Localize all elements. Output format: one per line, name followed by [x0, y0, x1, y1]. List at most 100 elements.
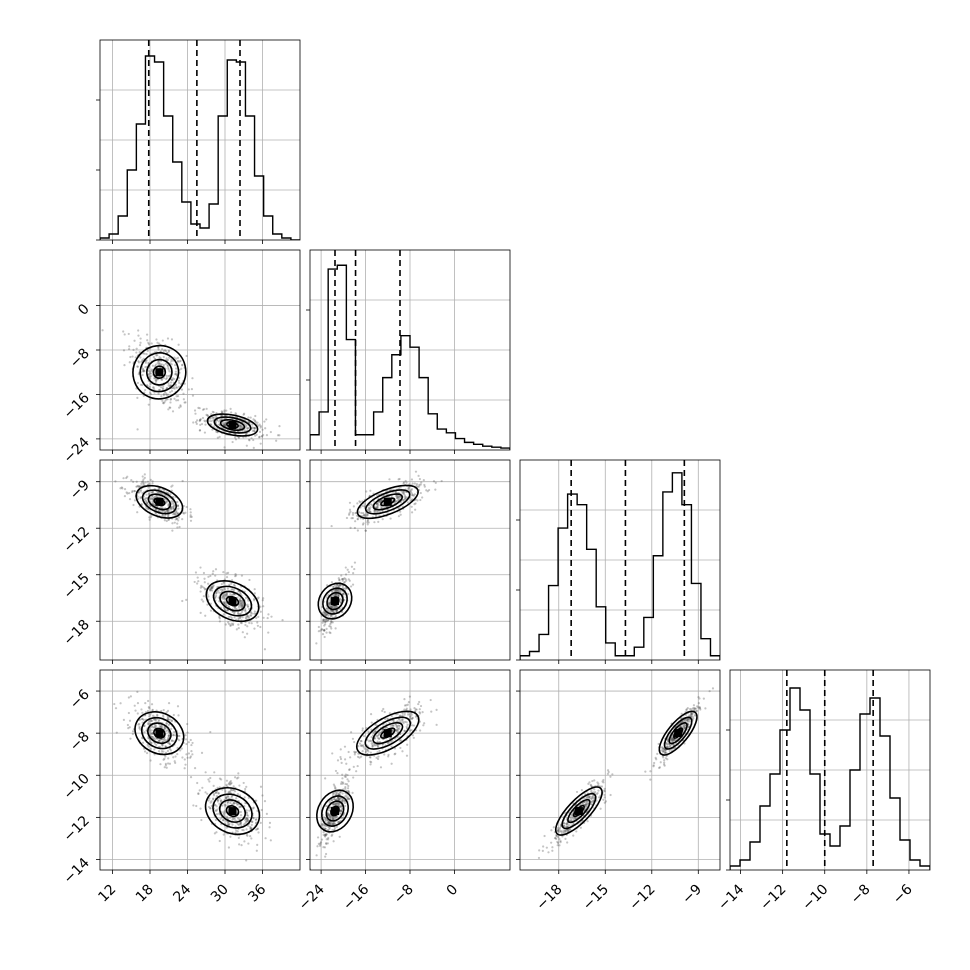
scatter-point [225, 609, 228, 612]
scatter-point [369, 756, 372, 759]
scatter-point [357, 511, 361, 514]
scatter-point [183, 382, 186, 385]
scatter-point [326, 828, 330, 832]
scatter-point [131, 489, 134, 493]
scatter-point [237, 836, 240, 840]
scatter-point [661, 746, 664, 749]
scatter-point [166, 364, 169, 367]
scatter-point [341, 592, 344, 595]
scatter-point [160, 395, 163, 398]
scatter-point [209, 730, 212, 734]
density-peak [155, 497, 164, 506]
scatter-point [170, 389, 174, 393]
scatter-point [382, 728, 385, 731]
scatter-point [207, 799, 210, 802]
scatter-point [346, 773, 349, 777]
scatter-point [158, 356, 161, 359]
scatter-point [235, 618, 238, 621]
scatter-point [155, 379, 158, 382]
scatter-point [683, 726, 686, 729]
scatter-point [345, 794, 348, 797]
scatter-point [146, 501, 149, 505]
scatter-point [255, 818, 258, 821]
scatter-point [361, 523, 365, 526]
scatter-point [327, 603, 331, 606]
scatter-point [591, 795, 594, 798]
scatter-point [222, 819, 225, 822]
scatter-point [245, 859, 248, 862]
scatter-point [186, 722, 189, 726]
scatter-point [323, 628, 326, 631]
scatter-point [165, 357, 168, 360]
scatter-point [375, 756, 378, 759]
scatter-point [344, 804, 347, 808]
scatter-point [240, 601, 243, 605]
scatter-point [137, 485, 141, 488]
scatter-point [402, 492, 405, 496]
scatter-point [322, 833, 325, 836]
scatter-point [348, 768, 351, 771]
scatter-point [368, 510, 371, 513]
density-peak [228, 597, 237, 606]
scatter-point [384, 717, 387, 721]
scatter-point [196, 582, 199, 585]
scatter-point [172, 513, 175, 516]
scatter-point [239, 425, 243, 428]
scatter-point [332, 816, 335, 819]
scatter-point [138, 725, 141, 728]
scatter-point [673, 738, 676, 742]
scatter-point [249, 825, 252, 829]
scatter-point [418, 483, 421, 486]
scatter-point [366, 518, 370, 521]
scatter-point [341, 773, 344, 776]
scatter-point [328, 809, 331, 812]
y-tick-label: 0 [75, 301, 93, 319]
scatter-point [232, 583, 236, 587]
scatter-point [262, 605, 265, 608]
scatter-point [255, 433, 258, 436]
scatter-point [316, 845, 319, 848]
scatter-point [182, 398, 185, 401]
scatter-point [344, 758, 347, 761]
scatter-point [371, 745, 374, 748]
scatter-point [344, 795, 347, 798]
scatter-point [114, 480, 117, 483]
scatter-point [149, 731, 152, 734]
scatter-point [148, 516, 151, 519]
scatter-point [233, 802, 236, 805]
scatter-point [392, 719, 395, 722]
scatter-point [397, 487, 401, 490]
scatter-point [425, 489, 428, 492]
density-contour [372, 721, 404, 745]
scatter-point [411, 482, 414, 485]
scatter-point [333, 594, 336, 597]
scatter-point [212, 784, 215, 787]
scatter-point [224, 805, 227, 808]
scatter-point [658, 766, 661, 769]
scatter-point [182, 392, 185, 395]
scatter-point [259, 605, 262, 608]
scatter-point [159, 726, 162, 729]
scatter-point [212, 798, 215, 801]
scatter-point [254, 427, 257, 430]
scatter-point [398, 496, 401, 499]
scatter-point [378, 500, 381, 503]
scatter-point [401, 718, 404, 721]
scatter-point [410, 712, 413, 715]
scatter-point [264, 427, 267, 430]
scatter-point [196, 419, 199, 422]
scatter-point [329, 605, 332, 608]
scatter-point [220, 799, 223, 802]
scatter-point [332, 803, 335, 806]
scatter-point [586, 801, 589, 804]
scatter-point [690, 712, 693, 716]
scatter-point [328, 822, 331, 825]
scatter-point [181, 479, 184, 483]
scatter-point [350, 517, 353, 520]
scatter-point [254, 419, 257, 423]
scatter-point [222, 812, 225, 815]
scatter-point [119, 487, 122, 490]
scatter-point [151, 708, 154, 711]
scatter-panel-2-0: −9−12−15−18 [61, 459, 301, 664]
scatter-point [169, 381, 173, 384]
